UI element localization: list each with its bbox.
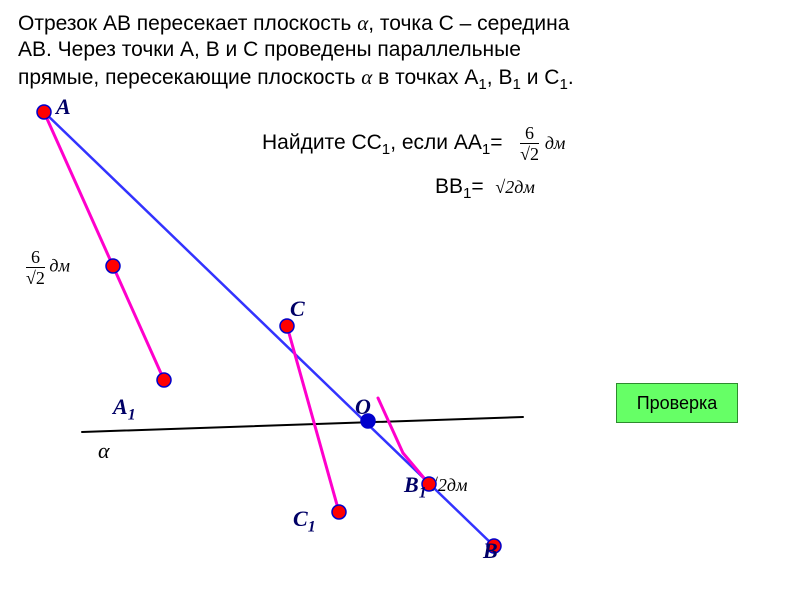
bb1-eq: = bbox=[471, 175, 483, 198]
problem-l3c: , В bbox=[487, 66, 513, 89]
label-O: O bbox=[355, 394, 371, 420]
find-sub1: 1 bbox=[382, 141, 390, 158]
problem-text: Отрезок АВ пересекает плоскость α, точка… bbox=[18, 10, 778, 95]
bb1-text: ВВ bbox=[435, 175, 463, 198]
find-text3: = bbox=[490, 131, 502, 154]
bb1-line: ВВ1= √2дм bbox=[435, 175, 535, 202]
find-text2: , если АА bbox=[390, 131, 482, 154]
check-button[interactable]: Проверка bbox=[616, 383, 738, 423]
alpha-symbol-2: α bbox=[361, 65, 372, 89]
label-A1-a: A bbox=[113, 394, 128, 419]
aa1-num: 6 bbox=[520, 124, 539, 144]
bb1-unit: дм bbox=[514, 177, 535, 197]
right-val: √2 bbox=[428, 475, 447, 495]
aa1-fraction: 6 √2 bbox=[520, 124, 539, 163]
problem-l2: АВ. Через точки А, В и С проведены парал… bbox=[18, 38, 521, 61]
problem-l3a: прямые, пересекающие плоскость bbox=[18, 66, 361, 89]
label-A: A bbox=[56, 94, 71, 120]
label-C: C bbox=[290, 296, 305, 322]
problem-l3b: в точках А bbox=[372, 66, 478, 89]
check-button-label: Проверка bbox=[637, 393, 718, 414]
label-B1-1: 1 bbox=[419, 484, 427, 501]
left-formula: 6 √2 дм bbox=[26, 248, 70, 287]
right-unit: дм bbox=[447, 475, 468, 495]
alpha-symbol-1: α bbox=[357, 11, 368, 35]
find-text: Найдите СС bbox=[262, 131, 382, 154]
problem-l3e: . bbox=[568, 66, 574, 89]
find-cc1: Найдите СС1, если АА1= 6 √2 дм bbox=[262, 124, 565, 163]
label-A1: A1 bbox=[113, 394, 136, 424]
sub-c1: 1 bbox=[559, 76, 567, 93]
problem-l3d: и С bbox=[521, 66, 560, 89]
problem-l1b: , точка С – середина bbox=[368, 12, 569, 35]
bb1-val: √2 bbox=[495, 177, 514, 197]
label-B1: B1 bbox=[404, 472, 427, 502]
label-C1-1: 1 bbox=[308, 518, 316, 535]
left-den: √2 bbox=[26, 268, 45, 287]
label-A1-1: 1 bbox=[128, 406, 136, 423]
aa1-unit: дм bbox=[545, 133, 566, 153]
sub-a1: 1 bbox=[478, 76, 486, 93]
sub-b1: 1 bbox=[512, 76, 520, 93]
label-B1-a: B bbox=[404, 472, 419, 497]
problem-l1a: Отрезок АВ пересекает плоскость bbox=[18, 12, 357, 35]
right-bb1-formula: √2дм bbox=[428, 475, 467, 496]
label-alpha: α bbox=[98, 438, 110, 464]
left-unit: дм bbox=[49, 256, 70, 276]
label-B: B bbox=[483, 538, 498, 564]
label-C1: C1 bbox=[293, 506, 316, 536]
aa1-den: √2 bbox=[520, 144, 539, 163]
label-C1-a: C bbox=[293, 506, 308, 531]
left-num: 6 bbox=[26, 248, 45, 268]
left-fraction: 6 √2 bbox=[26, 248, 45, 287]
